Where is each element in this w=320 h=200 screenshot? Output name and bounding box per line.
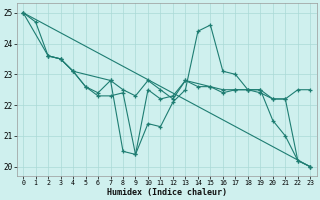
- X-axis label: Humidex (Indice chaleur): Humidex (Indice chaleur): [107, 188, 227, 197]
